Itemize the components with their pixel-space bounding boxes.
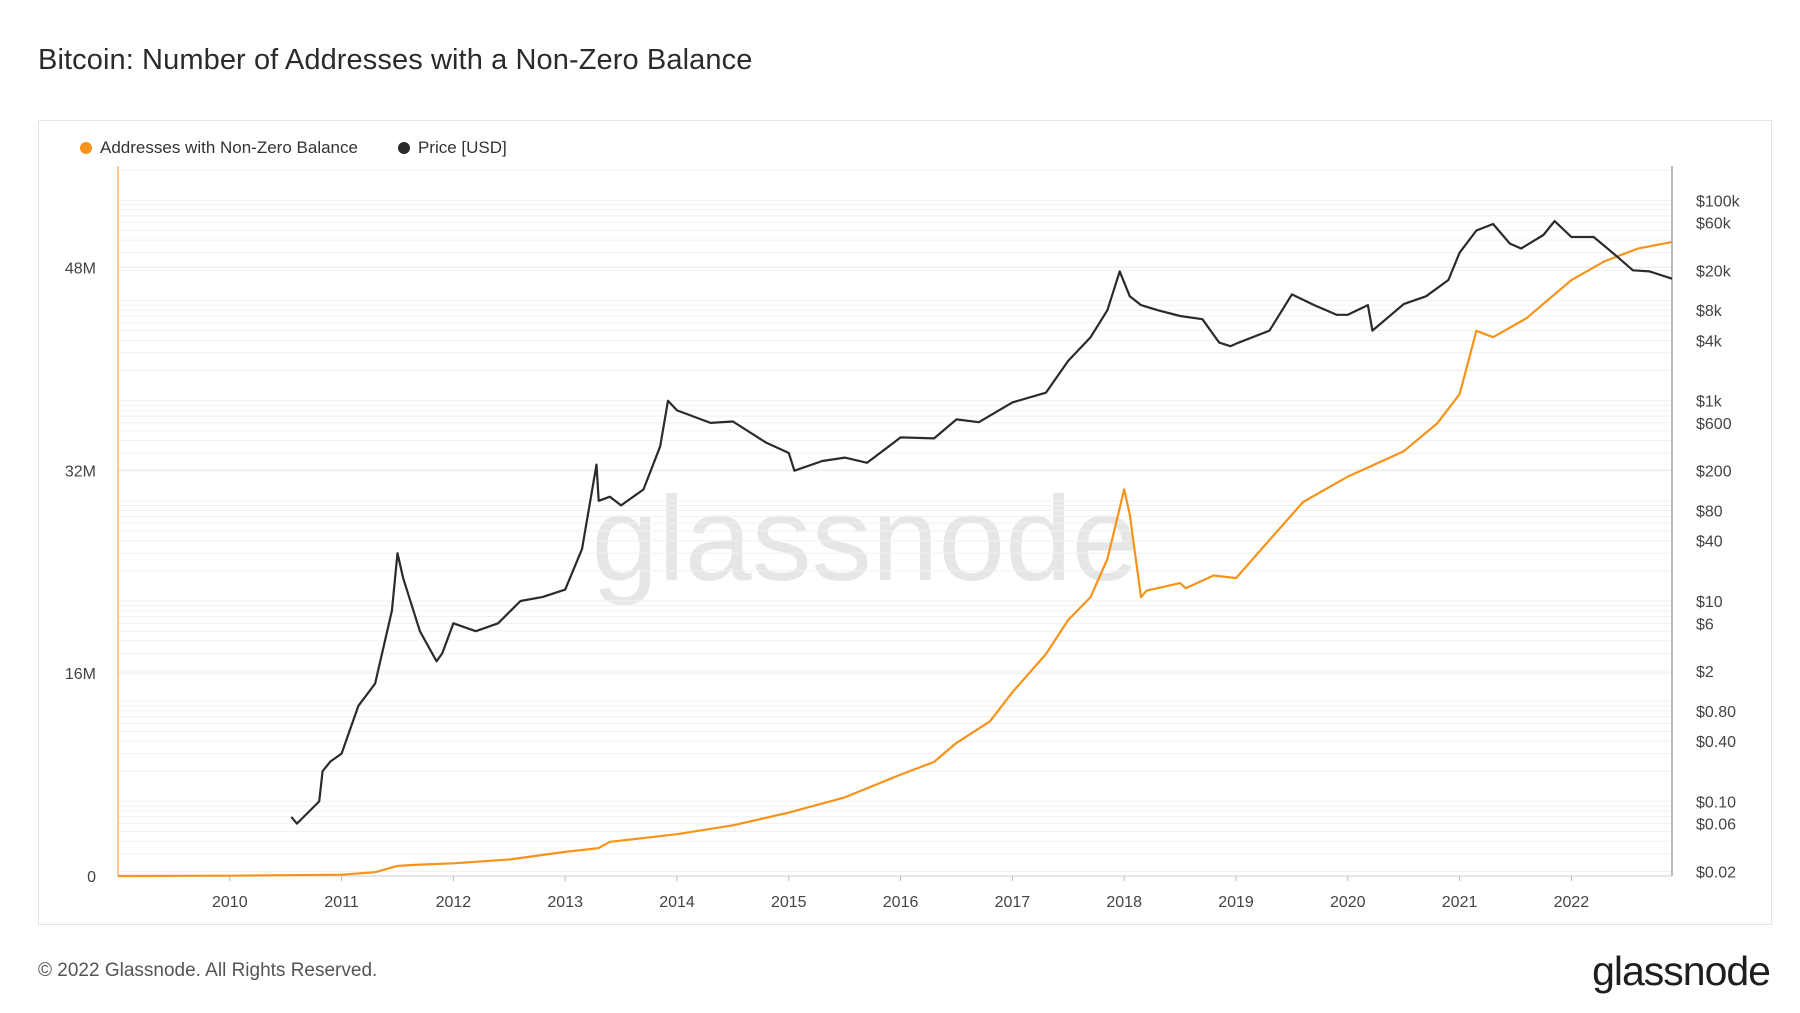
x-tick-label: 2014 (659, 894, 695, 911)
y-left-tick-label: 32M (65, 463, 96, 480)
watermark-text: glassnode (591, 472, 1138, 606)
y-right-tick-label: $0.80 (1696, 704, 1736, 721)
y-right-tick-label: $1k (1696, 394, 1723, 411)
x-tick-label: 2016 (883, 894, 919, 911)
y-right-tick-label: $60k (1696, 216, 1732, 233)
y-right-tick-label: $4k (1696, 333, 1723, 350)
y-right-tick-label: $6 (1696, 616, 1714, 633)
series-line-price (290, 220, 1673, 825)
glassnode-logo: glassnode (1592, 948, 1771, 994)
y-right-tick-label: $0.02 (1696, 864, 1736, 881)
y-right-tick-label: $10 (1696, 594, 1723, 611)
y-right-tick-label: $600 (1696, 416, 1732, 433)
legend-label-addresses: Addresses with Non-Zero Balance (100, 138, 358, 157)
y-left-tick-label: 48M (65, 260, 96, 277)
x-tick-label: 2011 (324, 894, 359, 911)
y-left-tick-label: 16M (65, 666, 96, 683)
x-tick-label: 2018 (1106, 894, 1142, 911)
y-right-tick-label: $40 (1696, 534, 1723, 551)
series-line-addresses (117, 241, 1673, 878)
y-right-tick-label: $8k (1696, 303, 1723, 320)
y-right-tick-label: $0.40 (1696, 734, 1736, 751)
x-tick-label: 2017 (995, 894, 1031, 911)
legend-label-price: Price [USD] (417, 138, 507, 157)
legend-item-price[interactable]: Price [USD] (397, 138, 507, 158)
x-tick-label: 2012 (436, 894, 472, 911)
x-tick-label: 2022 (1554, 894, 1590, 911)
x-tick-label: 2010 (212, 894, 248, 911)
x-tick-label: 2021 (1442, 894, 1478, 911)
legend-item-addresses[interactable]: Addresses with Non-Zero Balance (80, 138, 358, 158)
legend-dot-addresses (80, 142, 92, 154)
x-tick-label: 2015 (771, 894, 807, 911)
x-tick-label: 2020 (1330, 894, 1366, 911)
y-right-tick-label: $80 (1696, 504, 1723, 521)
y-right-tick-label: $0.06 (1696, 817, 1736, 834)
y-left-tick-label: 0 (87, 869, 96, 886)
copyright-text: © 2022 Glassnode. All Rights Reserved. (38, 960, 378, 981)
chart-frame (38, 120, 1772, 925)
y-right-tick-label: $100k (1696, 193, 1741, 210)
x-tick-label: 2013 (547, 894, 583, 911)
chart-legend: Addresses with Non-Zero Balance Price [U… (80, 138, 507, 158)
legend-dot-price (397, 142, 410, 154)
chart-title: Bitcoin: Number of Addresses with a Non-… (38, 44, 753, 76)
y-right-tick-label: $20k (1696, 263, 1732, 280)
y-right-tick-label: $200 (1696, 464, 1732, 481)
x-tick-label: 2019 (1218, 894, 1254, 911)
y-right-tick-label: $2 (1696, 664, 1714, 681)
y-right-tick-label: $0.10 (1696, 794, 1736, 811)
